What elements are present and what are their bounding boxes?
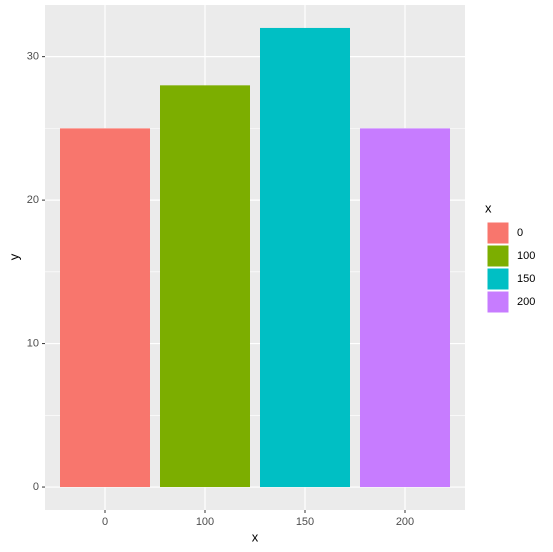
x-axis-title: x [252,529,259,544]
legend-label: 200 [517,296,535,308]
y-tick-label: 30 [27,51,39,63]
x-tick-label: 0 [102,516,108,528]
legend-label: 0 [517,227,523,239]
legend-label: 100 [517,250,535,262]
bar [160,85,250,488]
legend-key [486,290,510,314]
x-tick-label: 150 [296,516,314,528]
x-tick-label: 100 [196,516,214,528]
legend-key [486,221,510,245]
legend-label: 150 [517,273,535,285]
y-axis-title: y [6,253,21,260]
bar [360,128,450,488]
y-tick-label: 10 [27,337,39,349]
legend-key [486,267,510,291]
y-tick-label: 20 [27,194,39,206]
bar [60,128,150,488]
x-tick-label: 200 [396,516,414,528]
legend-title: x [485,200,492,215]
bar [260,27,350,488]
legend-key [486,244,510,268]
y-tick-label: 0 [33,481,39,493]
